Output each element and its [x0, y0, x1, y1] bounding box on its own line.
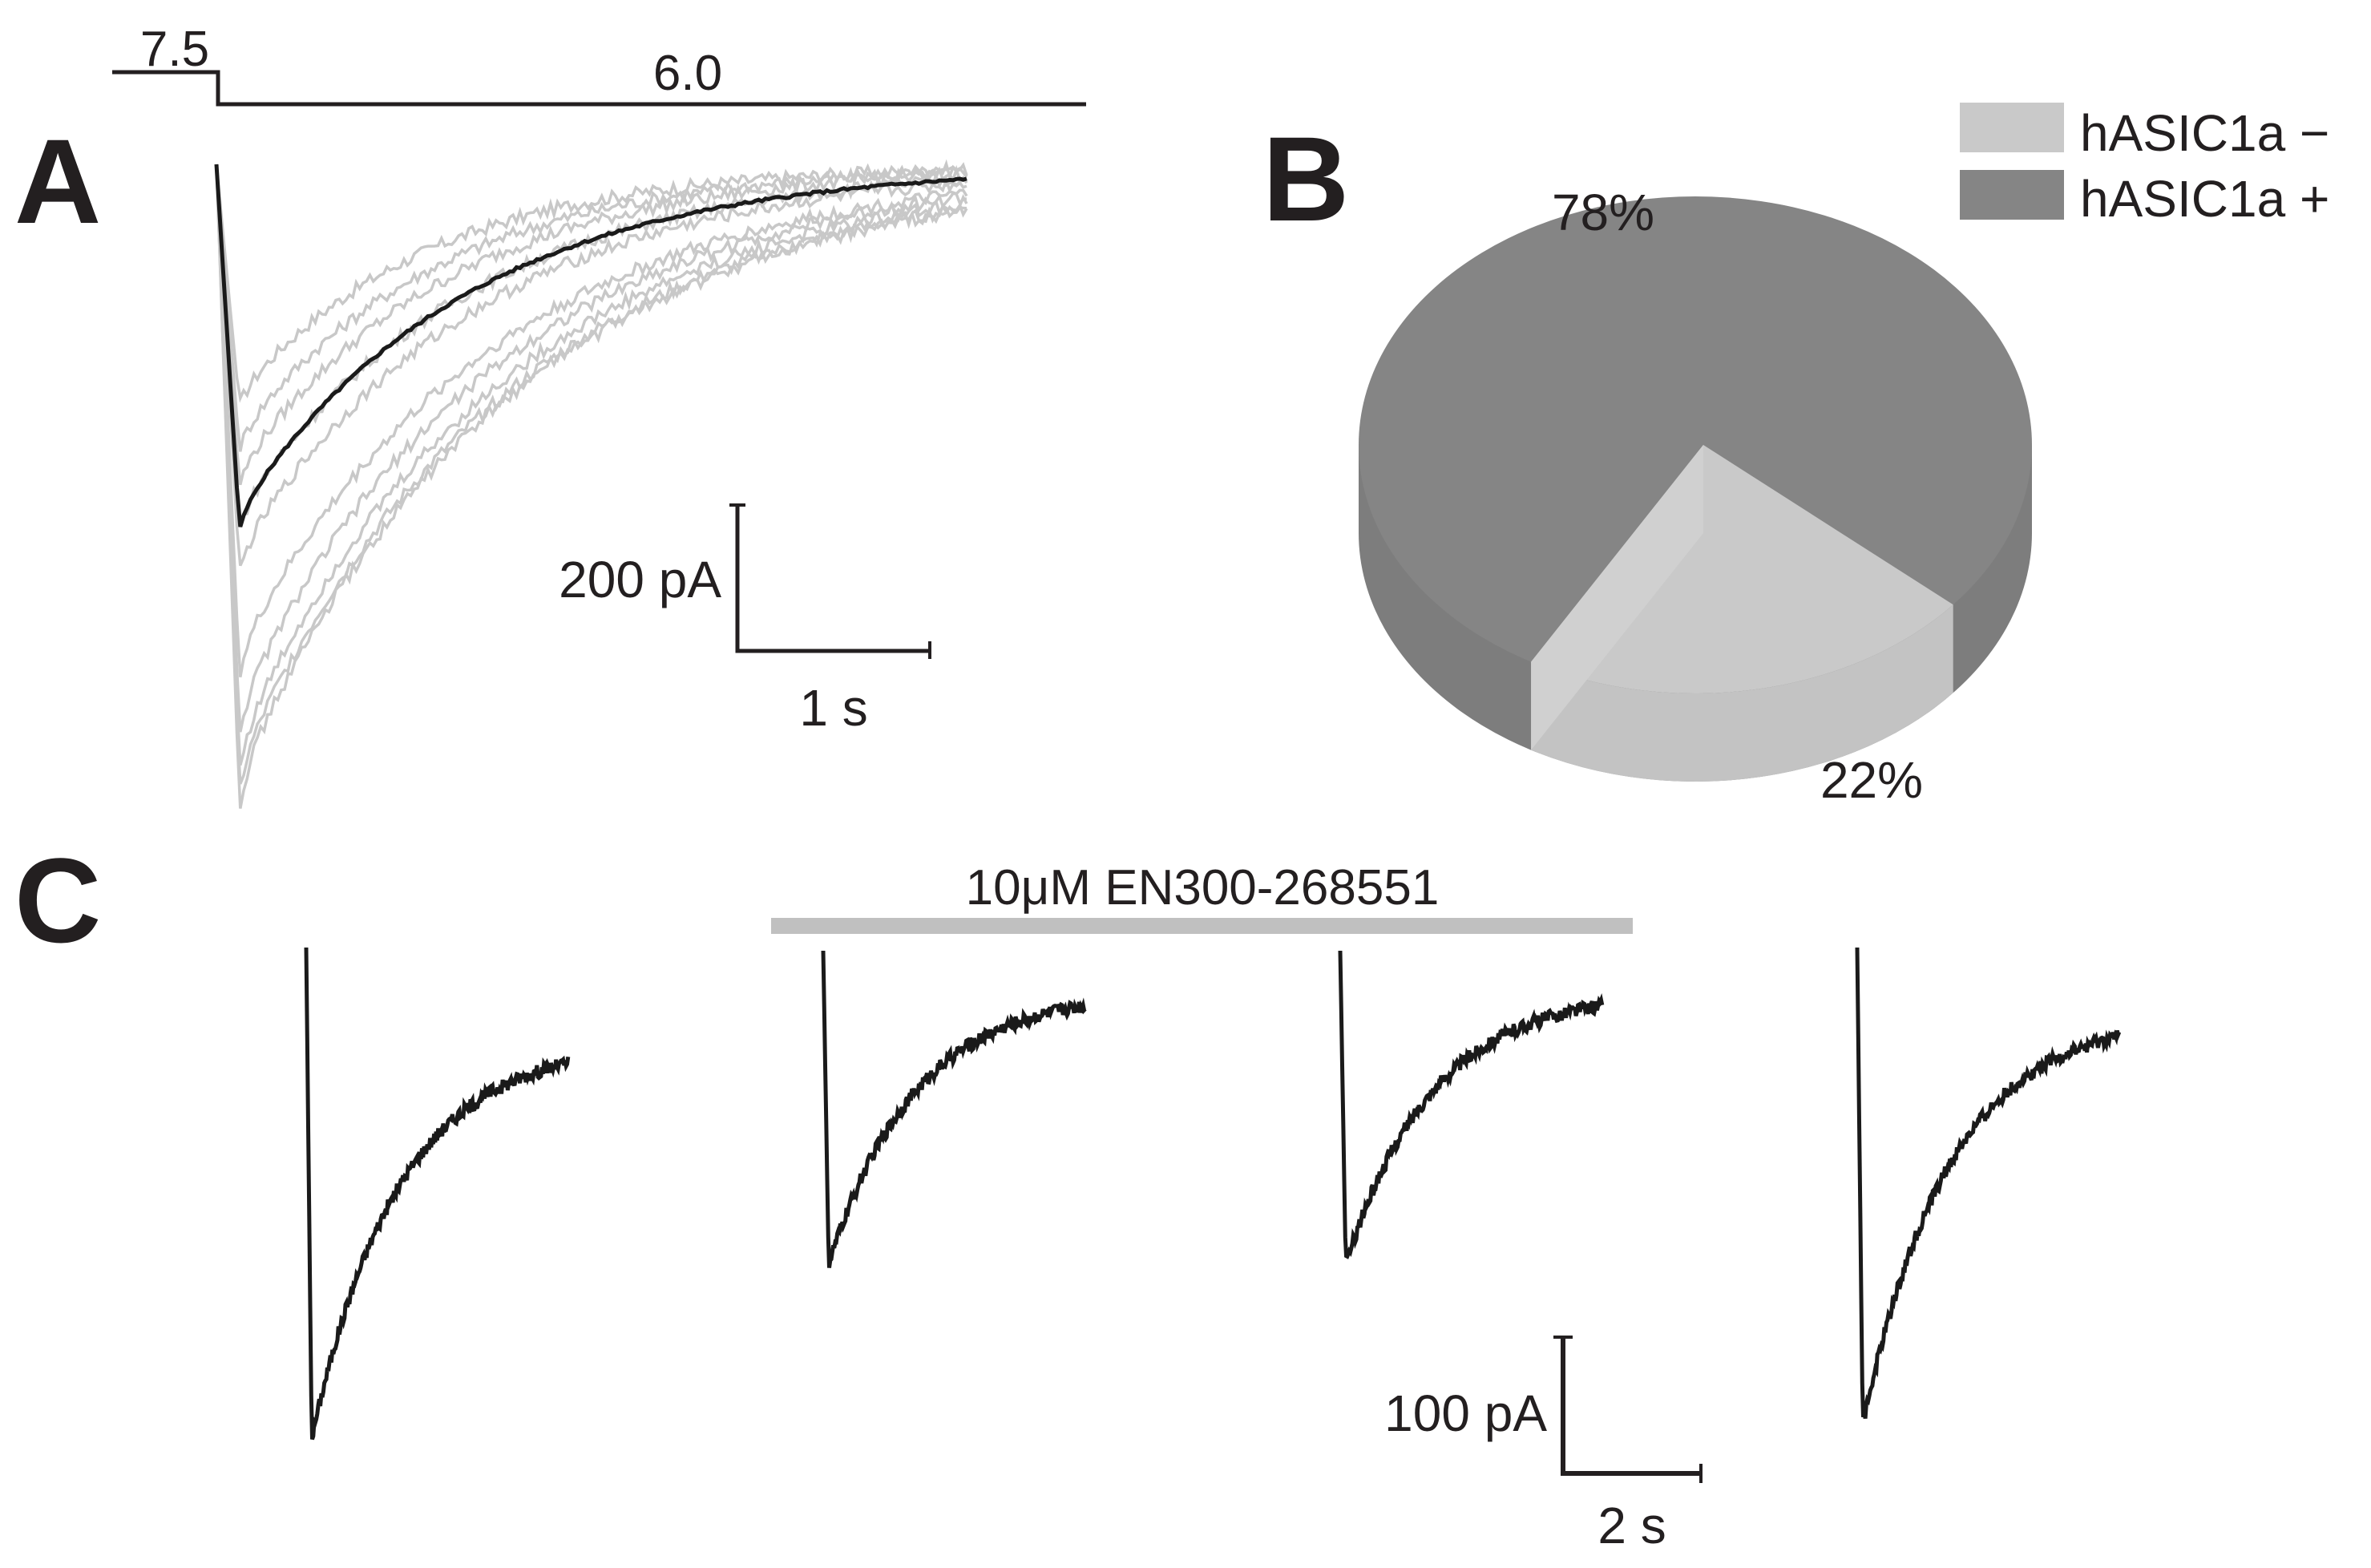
- individual-trace: [215, 164, 967, 486]
- ph-before-label: 7.5: [140, 22, 209, 77]
- pie-side-negative: [1531, 604, 1953, 782]
- panel-a-scale-y-label: 200 pA: [559, 551, 721, 608]
- pie-chart: [1359, 196, 2032, 782]
- current-trace-control: [304, 947, 571, 1441]
- legend-swatch-negative: [1960, 103, 2064, 152]
- current-trace-drug-2: [1338, 950, 1605, 1259]
- panel-c-scale-x-label: 2 s: [1597, 1497, 1666, 1554]
- individual-trace: [215, 164, 967, 567]
- legend-label-positive: hASIC1a +: [2080, 170, 2329, 228]
- individual-trace: [215, 164, 968, 766]
- ph-step-line: [112, 70, 1086, 107]
- pie-face-negative: [1531, 445, 1703, 750]
- pie-label-positive: 78%: [1552, 184, 1654, 241]
- panel-c-scale-bar: [1561, 1337, 1701, 1476]
- panel-a: A 7.5 6.0 200 pA 1 s: [14, 22, 1086, 809]
- legend-label-negative: hASIC1a −: [2080, 104, 2329, 162]
- individual-trace: [215, 164, 968, 809]
- individual-trace: [215, 164, 968, 678]
- ph-after-label: 6.0: [653, 46, 722, 101]
- panel-c: C 10μM EN300-268551 100 pA 2 s: [14, 833, 2122, 1554]
- panel-a-scale-x-label: 1 s: [799, 679, 867, 737]
- legend-swatch-positive: [1960, 170, 2064, 220]
- mean-trace: [214, 164, 967, 527]
- drug-application-bar: [771, 918, 1633, 934]
- panel-c-scale-y-label: 100 pA: [1384, 1384, 1547, 1442]
- panel-c-label: C: [14, 833, 101, 968]
- drug-label: 10μM EN300-268551: [966, 860, 1440, 915]
- panel-b-label: B: [1262, 111, 1349, 246]
- panel-a-scale-bar: [735, 505, 930, 653]
- panel-b: B hASIC1a − hASIC1a + 78% 22%: [1262, 103, 2329, 809]
- panel-a-label: A: [14, 114, 101, 249]
- individual-trace: [215, 164, 968, 526]
- individual-trace: [215, 164, 967, 733]
- current-trace-drug-1: [821, 950, 1087, 1268]
- panel-a-traces: [214, 159, 968, 809]
- pie-label-negative: 22%: [1820, 751, 1923, 809]
- panel-c-traces: [304, 947, 2122, 1441]
- current-trace-washout: [1855, 947, 2122, 1419]
- individual-trace: [215, 164, 967, 785]
- pie-slice-negative: [1531, 445, 1953, 693]
